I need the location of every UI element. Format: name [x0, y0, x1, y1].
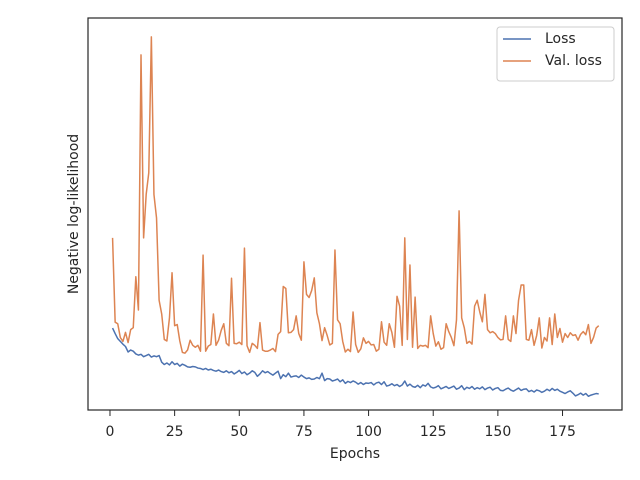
- x-tick-label: 25: [166, 424, 184, 440]
- legend-label: Loss: [545, 31, 576, 47]
- x-tick-label: 100: [355, 424, 382, 440]
- x-tick-label: 0: [106, 424, 115, 440]
- x-axis-label: Epochs: [330, 446, 380, 462]
- legend-label: Val. loss: [545, 53, 602, 69]
- y-axis-label: Negative log-likelihood: [66, 134, 82, 294]
- x-tick-label: 125: [420, 424, 447, 440]
- x-tick-label: 150: [485, 424, 512, 440]
- series-line: [111, 327, 599, 398]
- x-tick-label: 75: [295, 424, 313, 440]
- x-tick-label: 50: [230, 424, 248, 440]
- x-tick-label: 175: [549, 424, 576, 440]
- plot-frame: [87, 17, 623, 411]
- legend-box: [496, 26, 615, 82]
- series-line: [111, 36, 600, 354]
